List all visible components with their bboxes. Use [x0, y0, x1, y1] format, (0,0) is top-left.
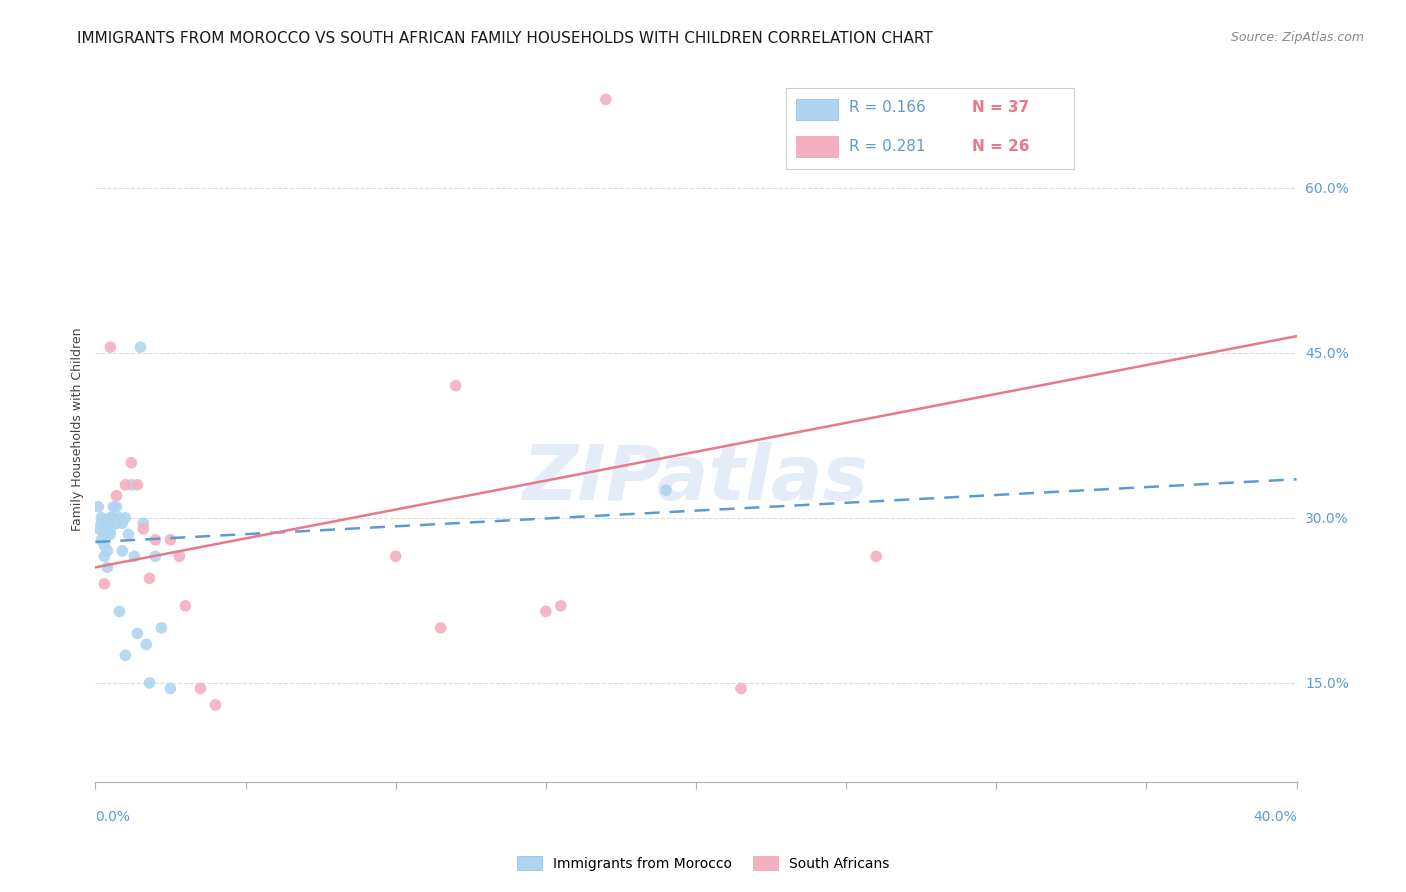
Point — [384, 549, 406, 564]
Point — [93, 522, 115, 536]
Point — [117, 527, 139, 541]
Point — [655, 483, 678, 498]
Point — [150, 621, 173, 635]
Text: 0.0%: 0.0% — [96, 810, 131, 824]
Point — [132, 516, 155, 531]
Point — [108, 604, 131, 618]
Text: 40.0%: 40.0% — [1253, 810, 1296, 824]
Point — [135, 637, 157, 651]
Point — [730, 681, 752, 696]
Point — [129, 340, 152, 354]
Point — [865, 549, 887, 564]
Point — [159, 681, 181, 696]
Point — [105, 516, 128, 531]
Point — [534, 604, 557, 618]
Point — [127, 477, 149, 491]
FancyBboxPatch shape — [796, 99, 838, 120]
FancyBboxPatch shape — [786, 88, 1074, 169]
Point — [96, 544, 118, 558]
Point — [114, 477, 136, 491]
Text: Source: ZipAtlas.com: Source: ZipAtlas.com — [1230, 31, 1364, 45]
Point — [169, 549, 191, 564]
Text: ZIPatlas: ZIPatlas — [523, 442, 869, 516]
Point — [124, 549, 146, 564]
Text: N = 37: N = 37 — [973, 100, 1029, 115]
Point — [127, 626, 149, 640]
Point — [595, 92, 617, 106]
Text: IMMIGRANTS FROM MOROCCO VS SOUTH AFRICAN FAMILY HOUSEHOLDS WITH CHILDREN CORRELA: IMMIGRANTS FROM MOROCCO VS SOUTH AFRICAN… — [77, 31, 934, 46]
Point — [87, 500, 110, 514]
Point — [103, 500, 125, 514]
Text: N = 26: N = 26 — [973, 139, 1029, 154]
Point — [132, 522, 155, 536]
Point — [93, 538, 115, 552]
Point — [98, 340, 121, 354]
Legend: R = 0.166   N = 37, R = 0.281   N = 26: R = 0.166 N = 37, R = 0.281 N = 26 — [868, 92, 1073, 156]
Point — [120, 477, 142, 491]
Point — [111, 544, 134, 558]
Point — [108, 510, 131, 524]
Point — [550, 599, 572, 613]
Point — [190, 681, 212, 696]
Point — [90, 533, 112, 547]
Point — [111, 516, 134, 531]
Point — [114, 510, 136, 524]
Point — [98, 510, 121, 524]
Point — [90, 510, 112, 524]
Point — [103, 510, 125, 524]
Point — [96, 516, 118, 531]
Point — [98, 522, 121, 536]
Point — [93, 527, 115, 541]
Point — [96, 560, 118, 574]
Y-axis label: Family Households with Children: Family Households with Children — [72, 328, 84, 532]
Point — [174, 599, 197, 613]
Point — [98, 527, 121, 541]
Point — [93, 577, 115, 591]
Text: R = 0.281: R = 0.281 — [849, 139, 925, 154]
Point — [204, 698, 226, 712]
Point — [159, 533, 181, 547]
Point — [444, 378, 467, 392]
Point — [138, 571, 160, 585]
Point — [93, 549, 115, 564]
Point — [145, 549, 167, 564]
Legend: Immigrants from Morocco, South Africans: Immigrants from Morocco, South Africans — [512, 850, 894, 876]
Point — [145, 533, 167, 547]
Point — [105, 500, 128, 514]
Point — [87, 522, 110, 536]
Point — [90, 516, 112, 531]
Text: R = 0.166: R = 0.166 — [849, 100, 925, 115]
Point — [114, 648, 136, 663]
Point — [105, 489, 128, 503]
FancyBboxPatch shape — [796, 136, 838, 157]
Point — [138, 676, 160, 690]
Point — [429, 621, 451, 635]
Point — [120, 456, 142, 470]
